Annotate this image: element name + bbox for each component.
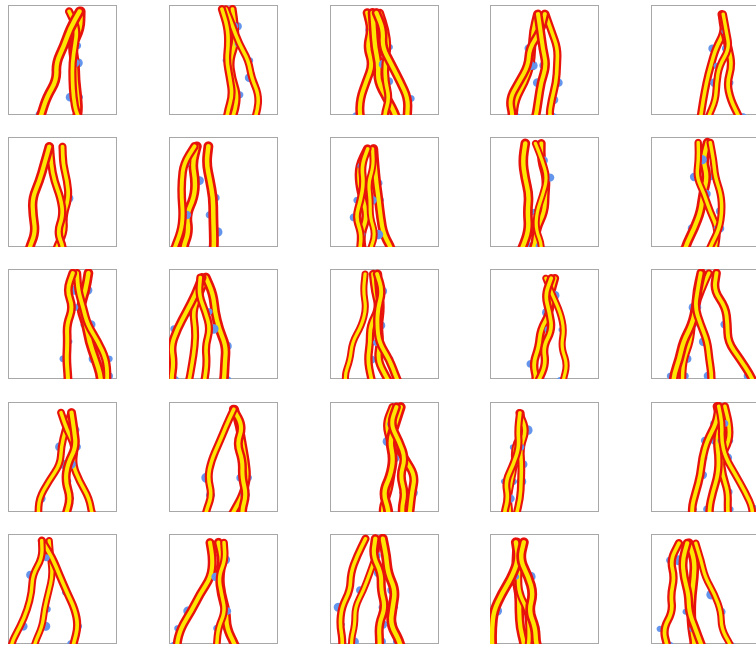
root-tip-marker <box>361 129 368 136</box>
panel-r2c3 <box>331 138 439 274</box>
root-tip-marker <box>524 394 533 403</box>
panel-r5c3 <box>331 535 439 648</box>
root-tip-marker <box>710 389 718 397</box>
root-tip-marker <box>217 394 224 401</box>
root-tip-marker <box>98 389 107 398</box>
root-tip-marker <box>388 523 397 532</box>
panel-r4c2 <box>170 403 278 534</box>
root-tip-marker <box>390 391 396 397</box>
root-tip-marker <box>728 523 734 529</box>
root-tip-marker <box>749 523 756 530</box>
panel-r4c5 <box>652 403 756 530</box>
panel-r5c5 <box>652 535 756 648</box>
panel-r1c5 <box>652 6 756 138</box>
root-tip-marker <box>696 258 706 268</box>
panel-r2c2 <box>170 138 278 272</box>
root-tip-marker <box>222 125 231 134</box>
root-tip-marker <box>667 389 675 397</box>
panel-r3c2 <box>170 270 278 403</box>
root-tip-marker <box>181 393 189 401</box>
panel-r4c1 <box>9 403 117 537</box>
root-tip-marker <box>707 259 714 266</box>
panel-r4c4 <box>491 403 599 538</box>
root-tip-marker <box>675 258 684 267</box>
panel-r5c1 <box>9 535 117 648</box>
root-tip-marker <box>403 523 412 532</box>
root-tip-marker <box>81 128 89 136</box>
root-tip-marker <box>65 390 71 396</box>
panel-r2c1 <box>9 138 117 272</box>
panel-r3c1 <box>9 270 117 398</box>
root-tip-marker <box>693 131 699 137</box>
panel-frame <box>170 403 278 512</box>
panel-r5c4 <box>486 535 599 648</box>
root-tip-marker <box>381 523 389 531</box>
panel-r3c5 <box>652 270 756 397</box>
panel-r3c3 <box>331 270 439 399</box>
panel-r1c1 <box>9 6 117 136</box>
root-tip-marker <box>363 249 369 255</box>
panel-r4c3 <box>331 403 439 532</box>
panel-r1c4 <box>491 6 599 139</box>
panel-r2c5 <box>652 138 756 268</box>
root-tip-marker <box>385 129 392 136</box>
panel-r5c2 <box>170 535 278 648</box>
panel-r1c2 <box>170 6 278 134</box>
panel-r2c4 <box>491 138 599 268</box>
root-tip-marker <box>198 393 207 402</box>
root-tip-marker <box>524 394 532 402</box>
root-tip-marker <box>365 247 375 257</box>
panel-r1c3 <box>331 6 439 137</box>
root-tip-marker <box>199 526 206 533</box>
panel-r3c4 <box>491 270 599 403</box>
root-tip-marker <box>29 127 37 135</box>
root-tip-marker <box>218 525 226 533</box>
root-tip-marker <box>246 125 254 133</box>
root-tip-marker <box>404 524 410 530</box>
root-tip-marker <box>519 260 527 268</box>
root-tip-marker <box>514 511 524 521</box>
root-tip-marker <box>342 390 351 399</box>
